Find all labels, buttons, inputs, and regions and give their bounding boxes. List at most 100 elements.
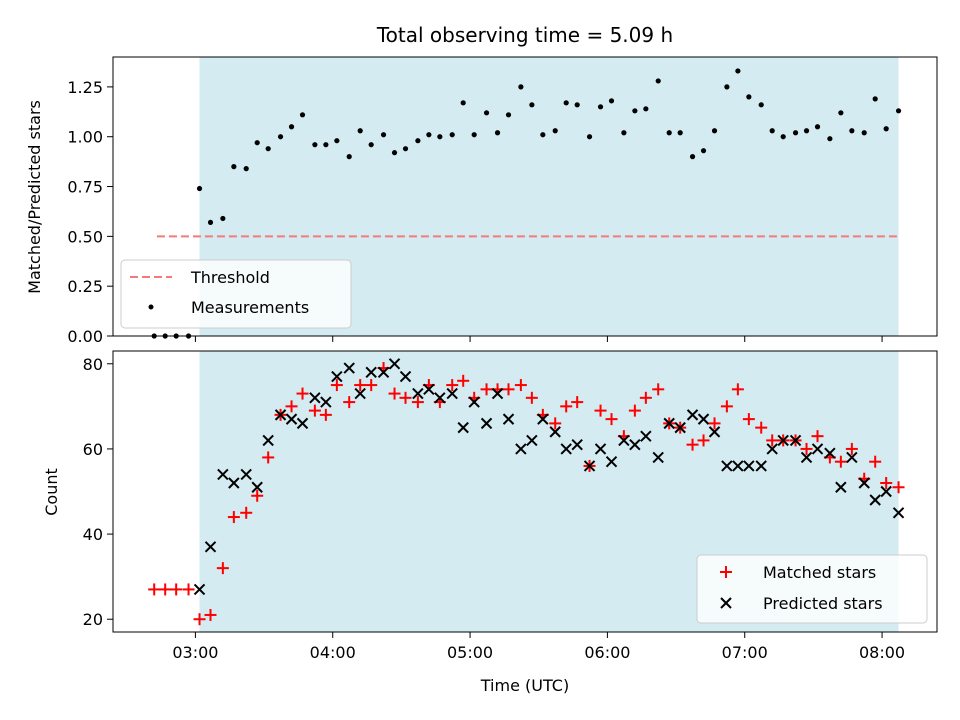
predicted-star-point [204, 541, 217, 553]
legend-matched-swatch [720, 566, 732, 578]
matched-star-point [354, 379, 367, 392]
matched-stars-series [148, 362, 905, 626]
matched-star-point [514, 379, 527, 392]
matched-star-point [148, 583, 161, 596]
predicted-star-point [537, 413, 549, 425]
bottom-x-ticks: 03:00 04:00 05:00 06:00 07:00 08:00 [172, 632, 905, 662]
measurement-point [597, 104, 604, 110]
predicted-star-point [491, 387, 504, 400]
measurement-point [334, 138, 340, 144]
matched-star-point [285, 400, 298, 413]
predicted-star-point [240, 468, 252, 481]
matched-star-point [502, 383, 515, 396]
predicted-star-point [663, 417, 675, 430]
measurement-point [323, 142, 329, 148]
matched-star-point [800, 442, 813, 455]
measurement-point [827, 136, 833, 142]
predicted-star-point [377, 366, 390, 378]
bottom-y-tick-label: 60 [83, 440, 103, 459]
top-axes-frame [112, 56, 938, 337]
measurement-point [780, 134, 786, 140]
matched-star-point [216, 562, 229, 575]
measurement-point [769, 128, 775, 134]
matched-star-point [251, 489, 264, 502]
measurement-point [735, 68, 741, 74]
x-tick-label: 07:00 [722, 643, 768, 662]
measurement-point [643, 106, 649, 112]
matched-star-point [296, 387, 309, 400]
top-y-tick-label: 0.50 [67, 227, 103, 246]
predicted-star-point [193, 583, 206, 596]
measurement-point [483, 110, 490, 116]
top-y-tick-label: 0.25 [67, 277, 103, 296]
matched-star-point [720, 400, 733, 413]
predicted-star-point [824, 447, 836, 459]
matched-star-point [330, 379, 343, 392]
measurement-point [231, 164, 237, 170]
predicted-star-point [296, 417, 309, 430]
legend-measurements-swatch [148, 304, 154, 310]
predicted-star-point [549, 426, 561, 438]
predicted-star-point [468, 396, 480, 408]
predicted-star-point [721, 460, 733, 472]
predicted-star-point [594, 443, 607, 455]
predicted-star-point [388, 358, 401, 370]
matched-star-point [159, 583, 172, 596]
measurement-point [632, 108, 638, 114]
predicted-star-point [674, 421, 686, 434]
predicted-star-point [605, 455, 618, 468]
predicted-star-point [502, 413, 515, 425]
matched-star-point [686, 438, 699, 451]
predicted-star-point [892, 507, 905, 519]
measurement-point [426, 132, 432, 138]
matched-star-point [204, 608, 217, 621]
measurement-point [402, 146, 409, 152]
predicted-star-point [811, 443, 824, 455]
x-tick-label: 05:00 [447, 643, 493, 662]
predicted-star-point [309, 392, 321, 404]
matched-star-point [446, 379, 459, 392]
predicted-star-point [399, 370, 412, 383]
predicted-star-point [423, 383, 435, 396]
matched-star-point [811, 430, 824, 443]
matched-star-point [880, 476, 893, 489]
measurement-point [494, 130, 501, 136]
measurement-point [415, 138, 421, 144]
predicted-star-point [743, 460, 755, 472]
measurement-point [265, 146, 271, 152]
matched-star-point [697, 434, 710, 447]
top-legend-box [120, 259, 352, 329]
measurement-point [505, 112, 512, 118]
predicted-star-point [697, 413, 710, 425]
measurement-point [689, 154, 696, 160]
bottom-y-axis-label: Count [42, 468, 61, 516]
legend-predicted-label: Predicted stars [763, 594, 883, 613]
measurement-point [346, 154, 352, 160]
predicted-star-point [777, 434, 789, 447]
measurement-point [312, 142, 318, 148]
matched-star-point [227, 511, 240, 524]
predicted-star-point [331, 370, 343, 383]
matched-star-point [308, 404, 321, 417]
measurement-point [608, 98, 615, 104]
measurement-point [277, 134, 284, 140]
predicted-star-point [686, 409, 699, 421]
measurement-point [254, 140, 260, 146]
predicted-star-point [274, 409, 287, 421]
measurement-point [471, 132, 477, 138]
predicted-star-point [640, 430, 652, 442]
measurement-point [460, 100, 466, 106]
measurement-point [861, 130, 867, 136]
matched-star-point [411, 396, 424, 409]
measurement-point [207, 219, 214, 226]
measurement-point [552, 128, 558, 134]
predicted-star-point [732, 460, 744, 472]
top-y-axis-label: Matched/Predicted stars [25, 100, 44, 294]
measurement-point [540, 132, 546, 138]
matched-star-point [262, 451, 275, 464]
predicted-star-point [365, 366, 377, 378]
matched-star-point [480, 383, 493, 396]
matched-star-point [240, 506, 253, 519]
